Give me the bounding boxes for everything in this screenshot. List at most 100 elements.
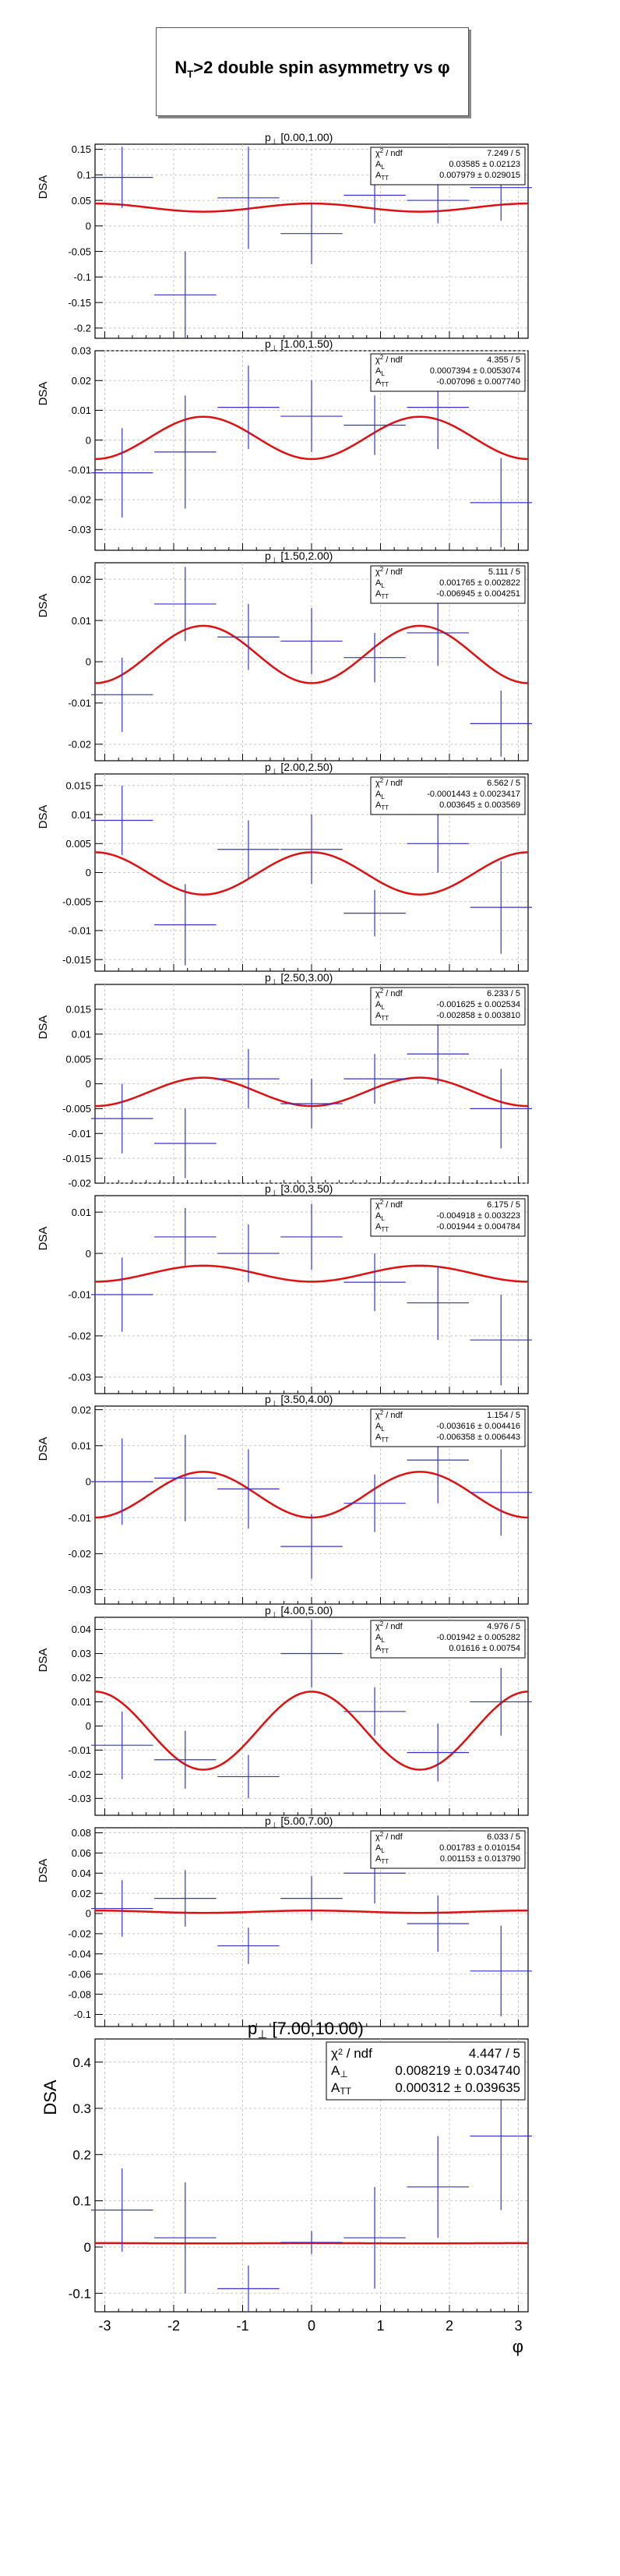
- stats-label: ATT: [375, 1433, 389, 1443]
- stats-box: [326, 2041, 526, 2101]
- y-tick-label: -0.01: [68, 1744, 91, 1756]
- y-tick-label: -0.01: [68, 925, 91, 937]
- stats-value: 7.249 / 5: [487, 149, 520, 158]
- y-axis-label: DSA: [37, 1648, 50, 1673]
- stats-label-main: χ: [375, 1622, 380, 1631]
- y-tick-label: -0.02: [68, 1928, 91, 1940]
- stats-label-rest: / ndf: [383, 779, 403, 788]
- stats-value: 0.01616 ± 0.00754: [449, 1644, 520, 1653]
- stats-label: ATT: [375, 1644, 389, 1655]
- y-tick-label: -0.005: [62, 896, 91, 907]
- stats-value: 0.001153 ± 0.013790: [440, 1854, 520, 1864]
- stats-label-superscript: 2: [380, 1620, 384, 1627]
- y-axis-label: DSA: [37, 382, 50, 406]
- stats-label-superscript: 2: [380, 147, 384, 154]
- stats-value: 0.000312 ± 0.039635: [395, 2080, 520, 2095]
- stats-label: χ2 / ndf: [375, 147, 403, 158]
- x-tick-label: 3: [514, 2318, 522, 2334]
- y-axis-label: DSA: [37, 175, 50, 200]
- stats-label-main: A: [375, 1854, 382, 1864]
- data-point: [154, 1207, 217, 1266]
- y-tick-label: -0.02: [68, 739, 91, 751]
- stats-label-superscript: 2: [338, 2048, 343, 2057]
- y-tick-label: 0.02: [72, 1888, 91, 1899]
- stats-value: 0.007979 ± 0.029015: [439, 171, 520, 180]
- x-tick-label: 2: [446, 2318, 453, 2334]
- stats-label: AL: [375, 790, 385, 800]
- data-point: [343, 889, 406, 937]
- data-point: [343, 395, 406, 455]
- stats-label-main: χ: [375, 149, 380, 158]
- stats-value: 0.001783 ± 0.010154: [439, 1843, 520, 1853]
- stats-box: [370, 147, 526, 186]
- y-axis-label: DSA: [41, 2080, 60, 2115]
- stats-value: 1.154 / 5: [487, 1411, 520, 1420]
- panel-7: 0.02 0.01 0 -0.01 -0.02 -0.03 DSA p⊥ [3.50,4.00…: [37, 1393, 532, 1605]
- y-tick-label: 0.04: [72, 1624, 91, 1635]
- stats-label-subscript: TT: [340, 2086, 351, 2097]
- data-point: [91, 1711, 153, 1779]
- stats-value: -0.003616 ± 0.004416: [436, 1422, 520, 1431]
- y-tick-label: -0.01: [68, 465, 91, 476]
- y-axis-label: DSA: [37, 1016, 50, 1040]
- y-tick-label: 0: [86, 1248, 91, 1260]
- y-tick-label: -0.04: [68, 1948, 91, 1959]
- y-tick-label: -0.2: [74, 323, 91, 334]
- stats-label-main: A: [375, 1222, 382, 1231]
- stats-label: AL: [375, 1422, 385, 1433]
- y-tick-label: -0.06: [68, 1968, 91, 1980]
- y-tick-label: 0.015: [65, 1004, 91, 1016]
- stats-label-main: χ: [375, 1200, 380, 1210]
- stats-label: ATT: [375, 1011, 389, 1022]
- stats-label: AL: [375, 160, 385, 171]
- y-tick-label: 0.1: [77, 169, 91, 181]
- stats-label-subscript: TT: [381, 1858, 389, 1865]
- data-point: [154, 1434, 217, 1521]
- stats-label-superscript: 2: [380, 354, 384, 361]
- y-tick-label: 0.04: [72, 1868, 91, 1879]
- stats-label: χ2 / ndf: [375, 566, 403, 577]
- bin-label-subscript: ⊥: [257, 2028, 267, 2041]
- bin-label: p⊥ [4.00,5.00): [265, 1604, 333, 1620]
- bin-label-prefix: p: [248, 2019, 257, 2038]
- y-tick-label: 0: [86, 867, 91, 878]
- panel-8: 0.04 0.03 0.02 0.01 0 -0.01 -0.02 -0.03 DSA p⊥ [4…: [37, 1604, 532, 1816]
- y-axis-label: DSA: [37, 594, 50, 618]
- stats-label-subscript: L: [381, 1426, 385, 1433]
- data-point: [343, 1253, 406, 1312]
- stats-label-subscript: L: [381, 1637, 385, 1644]
- stats-value: 0.003645 ± 0.003569: [439, 800, 520, 810]
- data-point: [407, 599, 469, 666]
- bin-label-range: [1.00,1.50): [278, 337, 333, 350]
- bin-label-subscript: ⊥: [271, 1400, 278, 1408]
- y-tick-label: 0.01: [72, 1696, 91, 1708]
- y-tick-label: -0.02: [68, 1769, 91, 1780]
- data-point: [407, 2136, 469, 2239]
- y-tick-label: -0.01: [68, 1128, 91, 1140]
- data-point: [280, 1876, 343, 1921]
- y-tick-label: 0: [86, 1720, 91, 1732]
- stats-label-rest: / ndf: [383, 989, 403, 998]
- bin-label-prefix: p: [265, 549, 271, 562]
- y-tick-label: -0.03: [68, 524, 91, 535]
- data-point: [91, 1257, 153, 1332]
- data-point: [91, 147, 153, 208]
- x-tick-label: 1: [376, 2318, 384, 2334]
- data-point: [154, 2182, 217, 2294]
- stats-box: [370, 1408, 526, 1447]
- panel-4: 0.015 0.01 0.005 0 -0.005 -0.01 -0.015 DSA p⊥ [2…: [37, 761, 532, 972]
- stats-label: AL: [375, 1843, 385, 1854]
- stats-label-superscript: 2: [380, 1199, 384, 1206]
- y-tick-label: 0.015: [65, 780, 91, 792]
- stats-label: χ2 / ndf: [375, 1620, 403, 1631]
- data-point: [280, 1620, 343, 1687]
- data-point: [343, 1474, 406, 1532]
- data-point: [280, 1203, 343, 1270]
- bin-label-subscript: ⊥: [271, 557, 278, 565]
- stats-value: 6.033 / 5: [487, 1832, 520, 1842]
- data-point: [217, 603, 280, 670]
- data-point: [407, 1265, 469, 1341]
- stats-value: -0.006358 ± 0.006443: [436, 1433, 520, 1442]
- bin-label: p⊥ [3.50,4.00): [265, 1393, 333, 1408]
- y-tick-label: -0.1: [74, 271, 91, 283]
